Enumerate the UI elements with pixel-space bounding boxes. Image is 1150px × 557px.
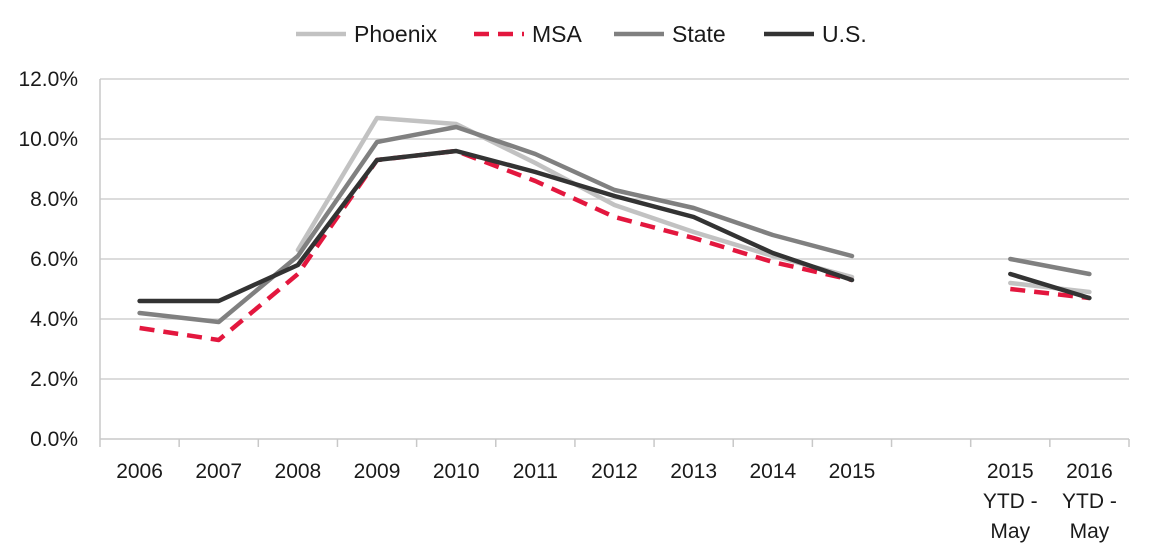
x-tick-label: 2009: [354, 460, 401, 483]
x-tick-label: 2014: [749, 460, 796, 483]
x-tick-label-line: 2014: [749, 460, 796, 483]
x-tick-label: 2010: [433, 460, 480, 483]
series-line-msa: [1010, 286, 1090, 301]
y-tick-label: 0.0%: [30, 428, 78, 451]
x-tick-label: 2006: [116, 460, 163, 483]
series-line-u-s: [1008, 271, 1092, 301]
x-tick-label-line: May: [1070, 520, 1110, 543]
x-tick-label: 2008: [275, 460, 322, 483]
x-tick-label-line: 2010: [433, 460, 480, 483]
x-tick-label: 2011: [513, 460, 558, 483]
series-line-state: [1008, 256, 1092, 277]
x-tick-label-line: 2013: [670, 460, 717, 483]
legend: Phoenix MSA State U.S.: [296, 21, 867, 47]
x-tick-label-line: May: [990, 520, 1030, 543]
y-tick-label: 2.0%: [30, 368, 78, 391]
x-tick-label-line: 2006: [116, 460, 163, 483]
series-line-u-s: [137, 148, 855, 304]
axis-labels: 0.0% 2.0% 4.0% 6.0% 8.0% 10.0% 12.0% 2006 2007 20…: [18, 68, 1116, 543]
x-tick-label: 2013: [670, 460, 717, 483]
axes: [99, 79, 1130, 447]
y-tick-label: 12.0%: [18, 68, 78, 91]
x-tick-label: 2015: [829, 460, 876, 483]
series-line-msa: [139, 148, 853, 343]
y-tick-label: 10.0%: [18, 128, 78, 151]
y-tick-label: 6.0%: [30, 248, 78, 271]
x-tick-label: 2007: [195, 460, 242, 483]
x-tick-label: 2012: [591, 460, 638, 483]
x-tick-label-line: 2012: [591, 460, 638, 483]
x-tick-label-line: 2015: [987, 460, 1034, 483]
legend-label: U.S.: [822, 21, 867, 47]
x-tick-label-line: 2011: [513, 460, 558, 483]
x-tick-label-line: 2007: [195, 460, 242, 483]
legend-label: MSA: [532, 21, 583, 47]
series-lines: [137, 115, 1092, 343]
legend-label: Phoenix: [354, 21, 438, 47]
series-line-state: [137, 124, 855, 325]
legend-label: State: [672, 21, 726, 47]
x-tick-label: 2015 YTD - May: [983, 460, 1038, 543]
x-tick-label-line: 2016: [1066, 460, 1113, 483]
y-tick-label: 4.0%: [30, 308, 78, 331]
x-tick-label-line: 2015: [829, 460, 876, 483]
x-tick-label: 2016 YTD - May: [1062, 460, 1117, 543]
grid-lines: [100, 78, 1129, 380]
x-tick-label-line: YTD -: [983, 490, 1038, 513]
y-tick-label: 8.0%: [30, 188, 78, 211]
x-tick-label-line: YTD -: [1062, 490, 1117, 513]
x-tick-label-line: 2008: [275, 460, 322, 483]
x-tick-label-line: 2009: [354, 460, 401, 483]
